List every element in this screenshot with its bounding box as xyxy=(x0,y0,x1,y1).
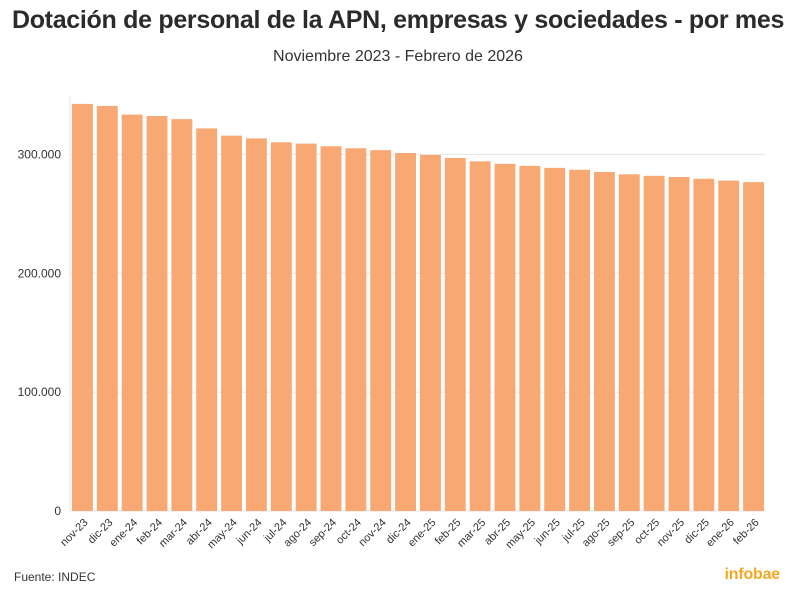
bar-ene-24 xyxy=(121,114,143,512)
bar-sep-24 xyxy=(320,146,342,512)
x-tick-label: mar-24 xyxy=(157,517,190,550)
bar-nov-23 xyxy=(71,103,93,511)
bar-jun-24 xyxy=(245,138,267,511)
bar-may-24 xyxy=(221,135,243,511)
x-tick-label: ene-26 xyxy=(704,517,737,550)
bar-ene-25 xyxy=(419,154,441,511)
bar-abr-25 xyxy=(494,163,516,511)
bar-ago-25 xyxy=(593,172,615,511)
y-tick-label: 200.000 xyxy=(18,266,62,280)
bar-feb-25 xyxy=(444,157,466,512)
x-tick-label: mar-25 xyxy=(455,517,488,550)
bar-jul-24 xyxy=(270,142,292,511)
x-tick-label: sep-25 xyxy=(605,517,637,549)
bar-nov-24 xyxy=(370,150,392,511)
x-tick-label: jun-25 xyxy=(532,517,563,548)
y-axis-ticks: 0 100.000 200.000 300.000 xyxy=(18,147,62,518)
bar-oct-24 xyxy=(345,148,367,511)
x-tick-label: ago-24 xyxy=(282,517,315,550)
bar-dic-23 xyxy=(96,105,118,512)
x-tick-label: sep-24 xyxy=(307,517,339,549)
bar-feb-26 xyxy=(743,182,765,511)
bars xyxy=(71,103,765,512)
chart-title: Dotación de personal de la APN, empresas… xyxy=(11,6,785,34)
x-tick-label: ene-25 xyxy=(406,517,439,550)
chart-subtitle: Noviembre 2023 - Febrero de 2026 xyxy=(273,48,523,65)
bar-abr-24 xyxy=(196,128,218,511)
x-tick-label: nov-24 xyxy=(357,517,389,549)
bar-nov-25 xyxy=(668,177,690,511)
x-tick-label: feb-26 xyxy=(731,517,762,548)
source-note: Fuente: INDEC xyxy=(14,570,96,584)
bar-ago-24 xyxy=(295,143,317,512)
x-axis-ticks: nov-23dic-23ene-24feb-24mar-24abr-24may-… xyxy=(58,517,761,551)
bar-dic-25 xyxy=(693,178,715,512)
x-tick-label: nov-23 xyxy=(58,517,90,549)
bar-sep-25 xyxy=(618,174,640,511)
x-tick-label: jun-24 xyxy=(234,517,265,548)
y-tick-label: 0 xyxy=(54,504,61,518)
bar-mar-24 xyxy=(171,119,193,511)
y-tick-label: 100.000 xyxy=(18,385,62,399)
bar-may-25 xyxy=(519,165,541,511)
y-tick-label: 300.000 xyxy=(18,147,62,161)
x-tick-label: ene-24 xyxy=(108,517,141,550)
bar-jun-25 xyxy=(544,167,566,512)
bar-jul-25 xyxy=(569,169,591,511)
bar-oct-25 xyxy=(643,175,665,511)
bar-feb-24 xyxy=(146,116,168,511)
infobae-logo: infobae xyxy=(724,566,781,583)
x-tick-label: ago-25 xyxy=(580,517,613,550)
bar-dic-24 xyxy=(395,153,417,511)
x-tick-label: nov-25 xyxy=(655,517,687,549)
bar-ene-26 xyxy=(718,180,740,511)
bar-mar-25 xyxy=(469,161,491,511)
